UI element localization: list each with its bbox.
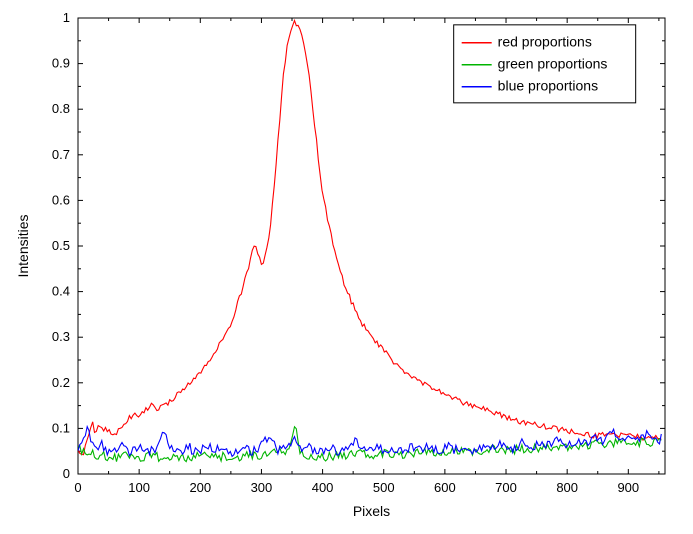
svg-text:0.8: 0.8: [52, 101, 70, 116]
svg-text:100: 100: [128, 480, 150, 495]
chart-container: { "chart": { "type": "line", "width": 69…: [0, 0, 693, 534]
svg-text:700: 700: [495, 480, 517, 495]
svg-text:900: 900: [617, 480, 639, 495]
svg-text:400: 400: [312, 480, 334, 495]
svg-text:0.7: 0.7: [52, 147, 70, 162]
x-axis-label: Pixels: [353, 503, 390, 519]
y-axis-label: Intensities: [15, 214, 31, 277]
svg-text:200: 200: [189, 480, 211, 495]
svg-text:0.9: 0.9: [52, 56, 70, 71]
svg-text:0.4: 0.4: [52, 284, 70, 299]
svg-text:300: 300: [251, 480, 273, 495]
legend-label-2: blue proportions: [498, 78, 598, 94]
legend-label-1: green proportions: [498, 56, 608, 72]
svg-text:0: 0: [63, 466, 70, 481]
legend: red proportions green proportions blue pro…: [454, 25, 636, 103]
svg-text:800: 800: [556, 480, 578, 495]
svg-text:1: 1: [63, 10, 70, 25]
svg-text:600: 600: [434, 480, 456, 495]
svg-text:0: 0: [74, 480, 81, 495]
svg-text:0.1: 0.1: [52, 420, 70, 435]
svg-text:0.5: 0.5: [52, 238, 70, 253]
svg-text:500: 500: [373, 480, 395, 495]
intensity-line-chart: 0 100 200 300 400 500 600 700 800 900 0 0.1 0.2 0.3 0.…: [0, 0, 693, 534]
svg-text:0.6: 0.6: [52, 192, 70, 207]
svg-text:0.2: 0.2: [52, 375, 70, 390]
legend-label-0: red proportions: [498, 34, 592, 50]
svg-text:0.3: 0.3: [52, 329, 70, 344]
